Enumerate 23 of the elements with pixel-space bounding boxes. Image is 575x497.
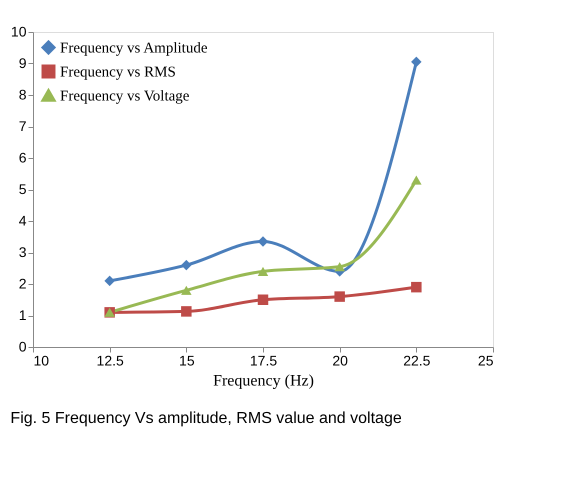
x-tick-label: 12.5 [96, 352, 124, 368]
y-tick-label: 6 [18, 150, 27, 166]
y-tick-label: 7 [18, 118, 27, 134]
x-tick-label: 15 [179, 352, 195, 368]
y-tick-label: 10 [10, 24, 27, 40]
y-tick-label: 9 [18, 55, 27, 71]
x-axis-title: Frequency (Hz) [213, 372, 314, 390]
caption: Fig. 5 Frequency Vs amplitude, RMS value and voltage [10, 410, 402, 427]
y-tick-label: 4 [18, 212, 27, 228]
x-tick-label: 10 [34, 352, 50, 368]
legend-label: Frequency vs Amplitude [60, 40, 208, 56]
x-tick-label: 20 [332, 352, 348, 368]
legend-label: Frequency vs RMS [60, 64, 176, 80]
x-tick-label: 25 [478, 352, 494, 368]
y-tick-label: 8 [18, 86, 27, 102]
y-tick-label: 0 [18, 338, 27, 354]
y-tick-label: 3 [18, 244, 27, 260]
y-tick-label: 1 [18, 307, 27, 323]
x-tick-label: 17.5 [250, 352, 278, 368]
x-tick-label: 22.5 [403, 352, 431, 368]
y-tick-label: 2 [18, 276, 27, 292]
legend-label: Frequency vs Voltage [60, 88, 190, 104]
y-tick-label: 5 [18, 181, 27, 197]
